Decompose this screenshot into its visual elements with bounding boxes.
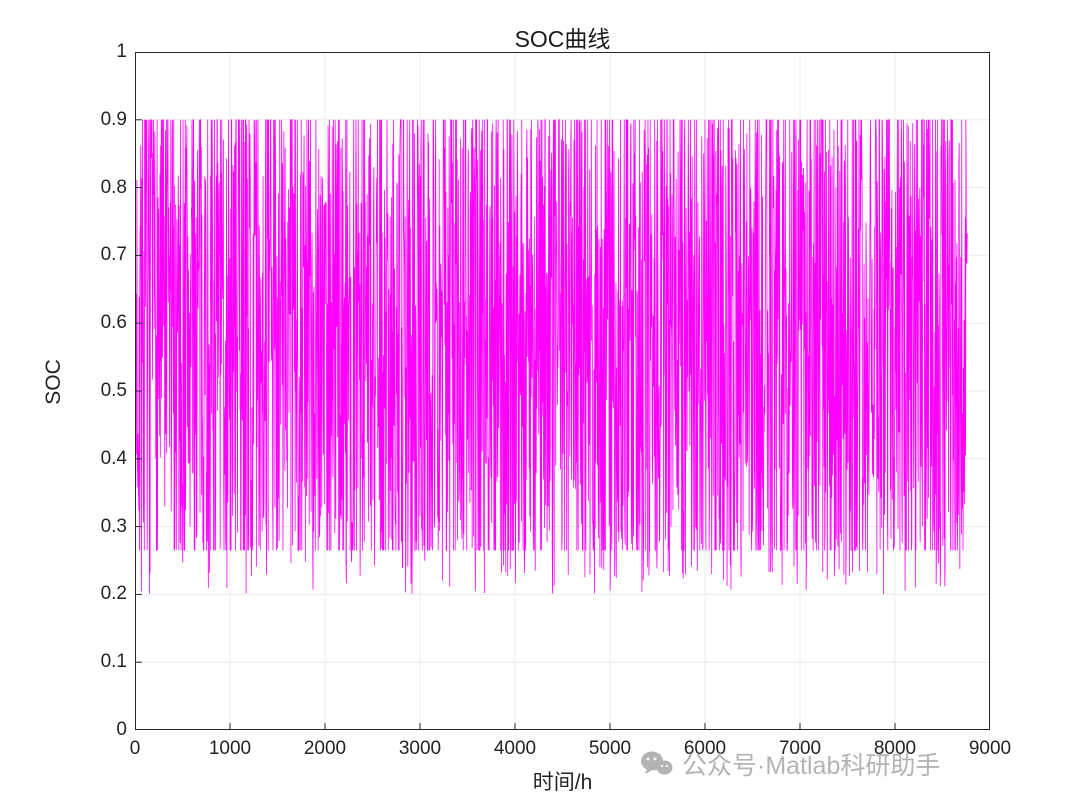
y-tick-label: 1 (116, 41, 127, 62)
plot-area (135, 52, 990, 730)
soc-line (135, 119, 968, 595)
x-tick-label: 5000 (588, 738, 632, 759)
y-tick-label: 0.5 (100, 380, 127, 401)
y-tick-label: 0.2 (100, 583, 127, 605)
x-tick-label: 1000 (208, 738, 252, 759)
axis-box (135, 52, 990, 730)
y-tick-label: 0.1 (100, 651, 127, 673)
x-axis-label: 时间/h (532, 771, 593, 794)
chart-title: SOC曲线 (514, 26, 611, 52)
y-tick-label: 0.7 (100, 244, 127, 266)
y-tick-label: 0.3 (100, 515, 127, 537)
y-axis-label: SOC (42, 359, 65, 405)
x-tick-label: 7000 (778, 738, 822, 759)
y-tick-label: 0.4 (100, 447, 127, 469)
y-tick-label: 0.9 (100, 108, 127, 130)
x-tick-label: 0 (129, 738, 141, 759)
y-tick-label: 0 (116, 719, 127, 740)
y-tick-label: 0.8 (100, 176, 127, 198)
x-tick-label: 6000 (683, 738, 727, 759)
x-tick-label: 8000 (873, 738, 917, 759)
tick-marks (135, 52, 990, 730)
x-tick-label: 9000 (968, 738, 1012, 759)
x-tick-label: 2000 (303, 738, 347, 759)
y-tick-label: 0.6 (100, 312, 127, 334)
x-tick-label: 4000 (493, 738, 537, 759)
x-tick-label: 3000 (398, 738, 442, 759)
